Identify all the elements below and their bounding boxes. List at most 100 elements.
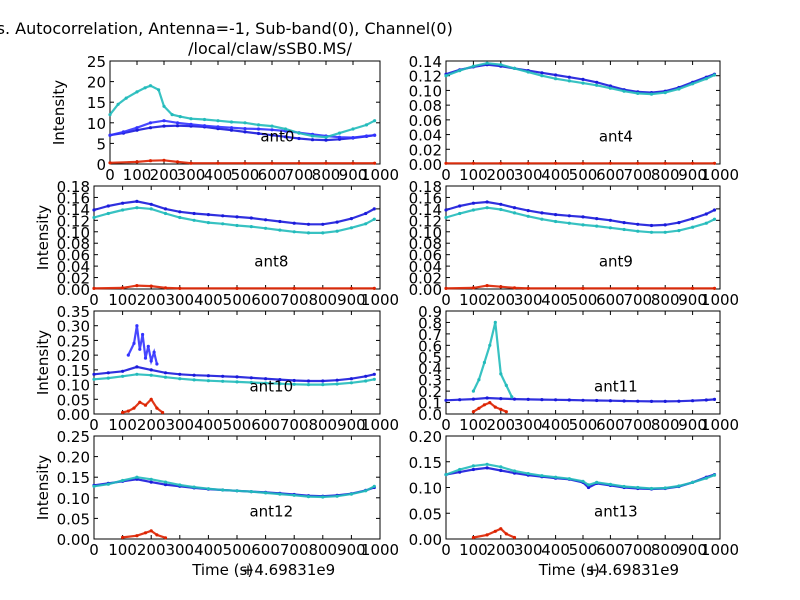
series-3 bbox=[121, 397, 165, 415]
y-tick-label: 0.12 bbox=[57, 212, 90, 230]
series-2 bbox=[444, 161, 717, 165]
x-tick-label: 100 bbox=[108, 541, 137, 559]
data-point bbox=[235, 286, 239, 290]
data-point bbox=[335, 494, 339, 498]
x-tick-label: 500 bbox=[569, 416, 598, 434]
data-point bbox=[444, 208, 448, 212]
data-point bbox=[243, 127, 247, 131]
data-point bbox=[663, 91, 667, 95]
data-point bbox=[152, 350, 156, 354]
data-point bbox=[143, 531, 148, 535]
y-tick-label: 0.5 bbox=[418, 349, 442, 367]
data-point bbox=[540, 217, 544, 221]
data-point bbox=[121, 286, 125, 290]
x-tick-label: 200 bbox=[486, 541, 515, 559]
data-point bbox=[526, 214, 530, 218]
data-point bbox=[493, 320, 497, 324]
series-2 bbox=[92, 284, 376, 290]
data-point bbox=[161, 410, 165, 415]
x-tick-label: 100 bbox=[108, 416, 137, 434]
data-point bbox=[364, 374, 368, 378]
data-point bbox=[595, 224, 599, 228]
data-point bbox=[636, 399, 640, 403]
data-point bbox=[663, 161, 667, 165]
data-point bbox=[270, 128, 274, 132]
x-tick-label: 700 bbox=[280, 541, 309, 559]
x-tick-label: 0 bbox=[89, 541, 99, 559]
y-tick-label: 0.1 bbox=[418, 395, 442, 413]
x-axis-label: Time (s) bbox=[191, 561, 253, 579]
data-point bbox=[92, 484, 96, 488]
data-point bbox=[691, 161, 695, 165]
data-point bbox=[586, 483, 591, 487]
data-point bbox=[124, 96, 128, 100]
subplot-ant10: 0.000.050.100.150.200.250.300.35 0 100 200 3… bbox=[34, 303, 399, 434]
data-point bbox=[321, 231, 325, 235]
y-axis-label: Intensity bbox=[34, 455, 52, 520]
series-line bbox=[445, 463, 715, 490]
y-tick-label: 0.20 bbox=[409, 428, 442, 446]
data-point bbox=[306, 379, 311, 383]
data-point bbox=[372, 484, 376, 488]
plot-area bbox=[445, 60, 721, 165]
data-point bbox=[691, 217, 695, 221]
data-point bbox=[141, 332, 145, 337]
x-tick-label: 800 bbox=[651, 541, 680, 559]
data-point bbox=[216, 119, 220, 123]
data-point bbox=[477, 406, 481, 410]
data-point bbox=[349, 286, 353, 290]
data-point bbox=[373, 133, 377, 137]
data-point bbox=[149, 480, 153, 484]
data-point bbox=[499, 372, 503, 376]
data-point bbox=[504, 383, 508, 387]
x-tick-label: 400 bbox=[541, 166, 570, 184]
data-point bbox=[178, 372, 182, 376]
data-point bbox=[649, 92, 654, 96]
data-point bbox=[608, 226, 613, 230]
data-point bbox=[526, 70, 530, 74]
data-point bbox=[444, 398, 448, 402]
x-tick-label: 900 bbox=[337, 541, 366, 559]
data-point bbox=[108, 133, 112, 137]
data-point bbox=[636, 229, 640, 233]
y-tick-label: 0.04 bbox=[57, 258, 90, 276]
data-point bbox=[155, 362, 159, 366]
data-point bbox=[444, 74, 448, 78]
data-point bbox=[121, 130, 126, 134]
data-point bbox=[471, 208, 475, 212]
data-point bbox=[622, 399, 626, 403]
data-point bbox=[372, 207, 376, 211]
data-point bbox=[649, 399, 654, 403]
data-point bbox=[324, 161, 328, 165]
data-point bbox=[608, 84, 613, 88]
data-point bbox=[157, 88, 161, 92]
data-point bbox=[499, 207, 503, 212]
data-point bbox=[337, 131, 342, 135]
data-point bbox=[488, 343, 492, 347]
x-axis-label: Time (s) bbox=[538, 561, 600, 579]
data-point bbox=[149, 373, 153, 377]
data-point bbox=[499, 161, 503, 165]
x-tick-label: 800 bbox=[651, 166, 680, 184]
data-point bbox=[278, 382, 282, 386]
panel-label: ant10 bbox=[249, 377, 293, 395]
data-point bbox=[554, 475, 558, 479]
panel-label: ant9 bbox=[599, 252, 633, 270]
data-point bbox=[512, 206, 517, 210]
data-point bbox=[292, 382, 296, 386]
data-point bbox=[485, 533, 489, 537]
data-point bbox=[143, 356, 148, 360]
series-1 bbox=[108, 119, 377, 140]
data-point bbox=[493, 529, 497, 533]
data-point bbox=[581, 215, 585, 219]
panel-label: ant11 bbox=[594, 377, 638, 395]
data-point bbox=[677, 399, 681, 403]
data-point bbox=[292, 286, 296, 290]
data-point bbox=[471, 535, 475, 540]
x-tick-label: 100 bbox=[459, 291, 488, 309]
series-2 bbox=[444, 284, 717, 290]
data-point bbox=[691, 82, 695, 86]
data-point bbox=[135, 90, 139, 94]
data-point bbox=[92, 208, 96, 212]
data-point bbox=[149, 477, 153, 481]
